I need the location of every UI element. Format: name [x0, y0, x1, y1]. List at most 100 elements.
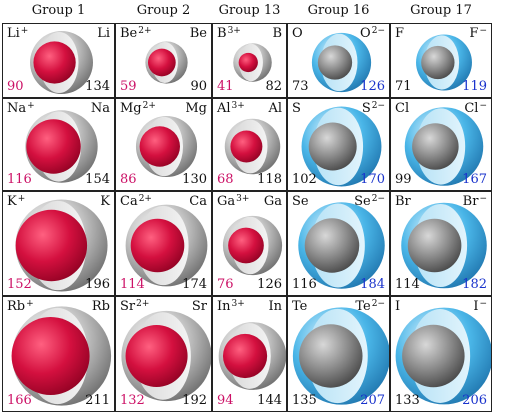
radius-right: 170: [360, 172, 385, 187]
right-symbol: B: [272, 27, 282, 41]
symbol: Rb: [7, 299, 26, 314]
charge: 2+: [138, 194, 152, 204]
left-symbol: Br: [395, 195, 411, 209]
radius-left: 102: [292, 172, 317, 187]
cation-sphere: [228, 227, 264, 264]
sphere-graphic: [15, 199, 108, 292]
charge: −: [479, 299, 487, 309]
cation-sphere: [11, 316, 90, 396]
radius-right: 192: [182, 393, 207, 408]
left-symbol: K+: [7, 194, 25, 209]
radius-right: 154: [85, 172, 110, 187]
atom-sphere: [407, 218, 462, 273]
radius-right: 134: [85, 79, 110, 94]
sphere-graphic: [121, 310, 211, 402]
element-cell-in: In3+ In 94 144: [212, 296, 287, 412]
radius-right: 82: [265, 79, 282, 94]
charge: 3+: [236, 194, 250, 204]
column-header: Group 13: [218, 3, 281, 18]
element-cell-f: F F− 71 119: [390, 23, 492, 98]
sphere-graphic: [222, 215, 283, 276]
symbol: Ca: [189, 194, 207, 209]
left-symbol: Mg2+: [120, 101, 156, 116]
symbol: In: [217, 299, 231, 314]
column-header: Group 1: [31, 3, 86, 18]
radius-left: 114: [395, 277, 420, 292]
left-symbol: Li+: [7, 26, 28, 41]
cation-sphere: [139, 126, 180, 167]
symbol: Br: [395, 194, 411, 209]
left-symbol: S: [292, 102, 301, 116]
symbol: O: [292, 26, 303, 41]
symbol: Mg: [120, 101, 142, 116]
element-cell-te: Te Te2− 135 207: [287, 296, 390, 412]
radius-right: 167: [462, 172, 487, 187]
charge: −: [479, 26, 487, 36]
left-symbol: I: [395, 300, 400, 314]
sphere-graphic: [30, 31, 93, 94]
symbol: Br: [462, 194, 479, 209]
right-symbol: Te2−: [355, 299, 385, 314]
element-cell-ga: Ga3+ Ga 76 126: [212, 191, 287, 296]
radius-right: 184: [360, 277, 385, 292]
right-symbol: Mg: [185, 102, 207, 116]
right-symbol: F−: [469, 26, 487, 41]
symbol: I: [395, 299, 401, 314]
left-symbol: Ca2+: [120, 194, 152, 209]
left-symbol: In3+: [217, 299, 245, 314]
radius-left: 68: [217, 172, 234, 187]
left-symbol: Rb+: [7, 299, 34, 314]
cation-sphere: [222, 333, 268, 379]
radius-left: 71: [395, 79, 412, 94]
symbol: O: [360, 26, 371, 41]
charge: −: [479, 101, 487, 111]
sphere-graphic: [311, 32, 372, 93]
atom-sphere: [412, 123, 459, 170]
radius-right: 126: [257, 277, 282, 292]
sphere-graphic: [145, 41, 188, 84]
symbol: Li: [97, 26, 110, 41]
symbol: S: [361, 101, 371, 116]
radius-right: 196: [85, 277, 110, 292]
right-symbol: Cl−: [464, 101, 487, 116]
charge: +: [26, 299, 34, 309]
symbol: B: [217, 26, 227, 41]
atom-sphere: [299, 324, 363, 388]
column-header: Group 2: [136, 3, 191, 18]
right-symbol: K: [100, 195, 110, 209]
symbol: Te: [355, 299, 371, 314]
right-symbol: Se2−: [354, 194, 385, 209]
sphere-graphic: [416, 34, 472, 91]
left-symbol: Na+: [7, 101, 35, 116]
element-cell-o: O O2− 73 126: [287, 23, 390, 98]
radius-right: 182: [462, 277, 487, 292]
symbol: Sr: [191, 299, 207, 314]
radius-left: 114: [120, 277, 145, 292]
symbol: B: [272, 26, 282, 41]
symbol: Cl: [395, 101, 410, 116]
radius-left: 90: [7, 79, 24, 94]
symbol: Li: [7, 26, 20, 41]
column-header: Group 16: [307, 3, 370, 18]
symbol: Sr: [120, 299, 136, 314]
right-symbol: I−: [473, 299, 487, 314]
symbol: F: [469, 26, 479, 41]
cation-sphere: [147, 48, 176, 77]
element-cell-k: K+ K 152 196: [2, 191, 115, 296]
radius-left: 59: [120, 79, 137, 94]
left-symbol: B3+: [217, 26, 241, 41]
right-symbol: Be: [190, 27, 207, 41]
sphere-graphic: [224, 118, 281, 175]
left-symbol: Be2+: [120, 26, 152, 41]
symbol: Se: [354, 194, 371, 209]
element-cell-br: Br Br− 114 182: [390, 191, 492, 296]
atom-sphere: [317, 45, 353, 80]
radius-left: 94: [217, 393, 234, 408]
symbol: Al: [217, 101, 231, 116]
charge: 2+: [142, 101, 156, 111]
sphere-graphic: [395, 307, 491, 405]
symbol: K: [100, 194, 110, 209]
symbol: Ca: [120, 194, 138, 209]
radius-right: 174: [182, 277, 207, 292]
radius-right: 206: [462, 393, 487, 408]
